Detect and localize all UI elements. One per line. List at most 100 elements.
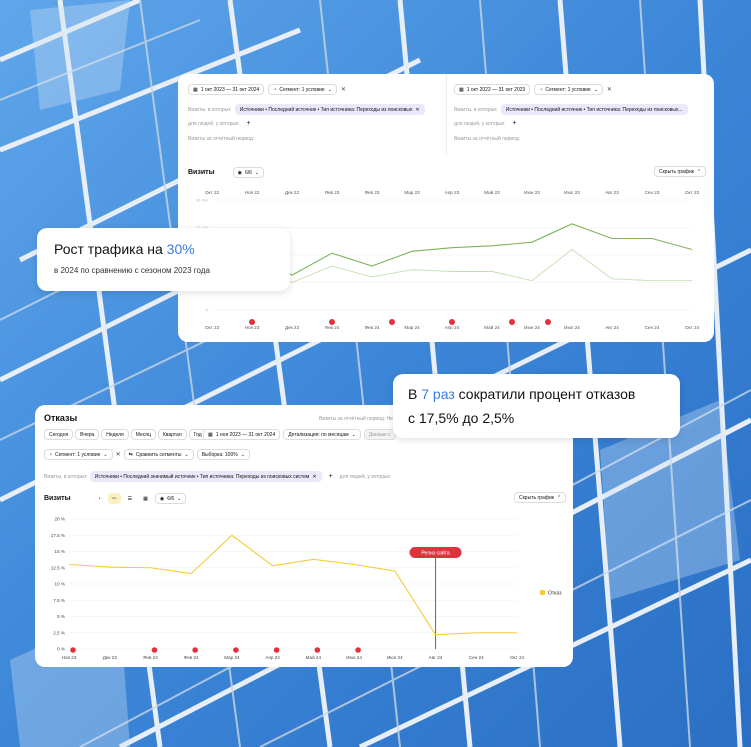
chevron-down-icon: ⌄ xyxy=(351,431,356,438)
x-tick-label-bottom: Дек 23 xyxy=(285,325,300,330)
annotation-marker xyxy=(273,647,280,653)
annotation-marker xyxy=(233,647,239,653)
x-tick-label-top: Авг 23 xyxy=(605,190,619,195)
bounce-rate-line-chart: 0 % 2.5 % 5 % 7.5 % 10 % 12.5 % 15 % 17.5 % 20 %… xyxy=(51,517,563,661)
date-range-picker-left[interactable]: ▦ 1 окт 2023 — 31 окт 2024 xyxy=(188,84,265,95)
x-tick-label: Сен 24 xyxy=(469,655,484,660)
close-icon[interactable]: ✕ xyxy=(415,106,420,113)
chevron-down-icon: ⌄ xyxy=(177,495,182,502)
source-filter-chip-left[interactable]: Источники • Последний источник • Тип ист… xyxy=(234,104,425,115)
x-tick-label-top: Июл 23 xyxy=(564,190,580,195)
x-tick-label-bottom: Фев 24 xyxy=(365,325,380,330)
close-icon[interactable]: ✕ xyxy=(312,473,317,480)
close-icon[interactable]: ✕ xyxy=(606,87,612,93)
chevron-up-icon: ⌃ xyxy=(696,168,702,175)
data-source-dropdown[interactable]: Данные с xyxy=(363,429,396,440)
x-tick-label-bottom: Авг 24 xyxy=(605,325,619,330)
period-tab[interactable]: Месяц xyxy=(130,429,156,440)
x-tick-label-bottom: Сен 24 xyxy=(645,325,660,330)
x-tick-label-bottom: Июл 24 xyxy=(564,325,580,330)
x-tick-label: Окт 24 xyxy=(510,655,525,660)
chart-type-pie-button[interactable]: ◔ xyxy=(93,493,105,504)
people-filter-label: для людей, у которых xyxy=(188,120,239,127)
series-selector[interactable]: ◉ 6/6 ⌄ xyxy=(154,493,187,504)
chart-type-line-button[interactable]: 〰 xyxy=(107,493,121,504)
calendar-icon: ▦ xyxy=(193,86,198,93)
series-line xyxy=(68,534,517,636)
y-tick-label: 0 % xyxy=(57,647,65,652)
x-tick-label-bottom: Окт 24 xyxy=(685,325,700,330)
date-range-picker[interactable]: ▦ 1 ноя 2023 — 31 окт 2024 xyxy=(203,429,281,440)
chart-type-table-button[interactable]: ▦ xyxy=(139,493,152,504)
x-tick-label: Апр 24 xyxy=(265,655,280,660)
sample-dropdown[interactable]: Выборка: 100% ⌄ xyxy=(196,449,250,460)
series-icon: ◉ xyxy=(159,495,165,502)
segment-dropdown-right[interactable]: ◔ Сегмент: 1 условие ⌄ xyxy=(534,84,603,95)
chevron-down-icon: ⌄ xyxy=(593,86,598,93)
x-tick-label: Авг 24 xyxy=(429,655,443,660)
annotation-marker xyxy=(329,319,335,325)
x-tick-label-top: Окт 22 xyxy=(205,190,220,195)
x-tick-label-bottom: Ноя 23 xyxy=(245,325,260,330)
source-filter-chip[interactable]: Источники • Последний значимый источник … xyxy=(89,471,322,482)
series-selector[interactable]: ◉ 6/6 ⌄ xyxy=(232,167,265,178)
metric-label: Визиты xyxy=(44,495,71,502)
people-filter-label: для людей, у которых xyxy=(339,473,391,480)
release-badge xyxy=(409,547,462,558)
x-tick-label-bottom: Окт 23 xyxy=(205,325,220,330)
series-line xyxy=(211,236,692,284)
bounce-callout-text: сократили процент отказов xyxy=(454,386,636,402)
chevron-down-icon: ⌄ xyxy=(327,86,332,93)
x-tick-label: Фев 24 xyxy=(184,655,199,660)
source-filter-chip-right[interactable]: Источники • Последний источник • Тип ист… xyxy=(500,104,688,115)
chevron-down-icon: ⌄ xyxy=(254,169,260,176)
annotation-marker xyxy=(449,319,455,325)
x-tick-label-top: Окт 23 xyxy=(685,190,700,195)
segment-dropdown-left[interactable]: ◔ Сегмент: 1 условие ⌄ xyxy=(268,84,337,95)
segment-icon: ◔ xyxy=(49,451,53,458)
period-tab[interactable]: Неделя xyxy=(101,429,129,440)
detail-dropdown[interactable]: Детализация: по месяцам ⌄ xyxy=(283,429,361,440)
x-tick-label: Июн 24 xyxy=(346,655,362,660)
metric-label: Визиты xyxy=(188,169,215,176)
annotation-marker xyxy=(249,319,255,325)
y-tick-label: 17.5 % xyxy=(51,533,65,538)
date-range-picker-right[interactable]: ▦ 1 окт 2022 — 31 окт 2023 xyxy=(454,84,531,95)
y-tick-label: 10 % xyxy=(55,582,65,587)
x-tick-label-top: Мар 23 xyxy=(404,190,420,195)
bounce-rate-callout: В 7 раз сократили процент отказов с 17,5… xyxy=(393,374,680,438)
legend-swatch xyxy=(540,590,545,595)
period-tabs: Сегодня Вчера Неделя Месяц Квартал Год xyxy=(44,429,207,440)
traffic-callout-subtitle: в 2024 по сравнению с сезоном 2023 года xyxy=(54,266,210,275)
compare-segments-dropdown[interactable]: ⇆ Сравнить сегменты ⌄ xyxy=(123,449,194,460)
annotation-marker xyxy=(151,647,158,653)
y-tick-label: 20 000 xyxy=(196,225,209,230)
add-people-filter-button[interactable]: + xyxy=(508,118,521,129)
close-icon[interactable]: ✕ xyxy=(340,87,346,93)
traffic-growth-value: 30% xyxy=(166,241,195,257)
column-divider xyxy=(446,74,447,154)
period-tab[interactable]: Вчера xyxy=(75,429,100,440)
x-tick-label-top: Июн 23 xyxy=(524,190,540,195)
segment-icon: ◔ xyxy=(273,86,277,93)
chart-type-bar-button[interactable]: ☰ xyxy=(123,493,137,504)
close-icon[interactable]: ✕ xyxy=(115,452,121,458)
series-icon: ◉ xyxy=(237,169,242,176)
x-tick-label-top: Ноя 22 xyxy=(245,190,260,195)
x-tick-label-bottom: Апр 24 xyxy=(445,325,460,330)
x-tick-label-bottom: Янв 24 xyxy=(325,325,340,330)
bounce-rate-panel: Отказы Визиты за отчётный период: Не выб… xyxy=(35,405,573,667)
bounce-callout-prefix: В xyxy=(408,386,422,402)
add-filter-button[interactable]: + xyxy=(324,471,337,482)
hide-chart-button[interactable]: Скрыть график ⌃ xyxy=(654,166,707,177)
release-label: Релиз сайта xyxy=(421,550,449,557)
x-tick-label: Мар 24 xyxy=(224,655,240,660)
x-tick-label-top: Апр 23 xyxy=(445,190,460,195)
filter-label: Визиты, в которых xyxy=(44,473,87,480)
hide-chart-button[interactable]: Скрыть график ⌃ xyxy=(514,492,567,503)
add-people-filter-button[interactable]: + xyxy=(242,118,255,129)
segment-dropdown[interactable]: ◔ Сегмент: 1 условие ⌄ xyxy=(44,449,113,460)
period-tab[interactable]: Квартал xyxy=(157,429,187,440)
period-tab[interactable]: Сегодня xyxy=(44,429,74,440)
